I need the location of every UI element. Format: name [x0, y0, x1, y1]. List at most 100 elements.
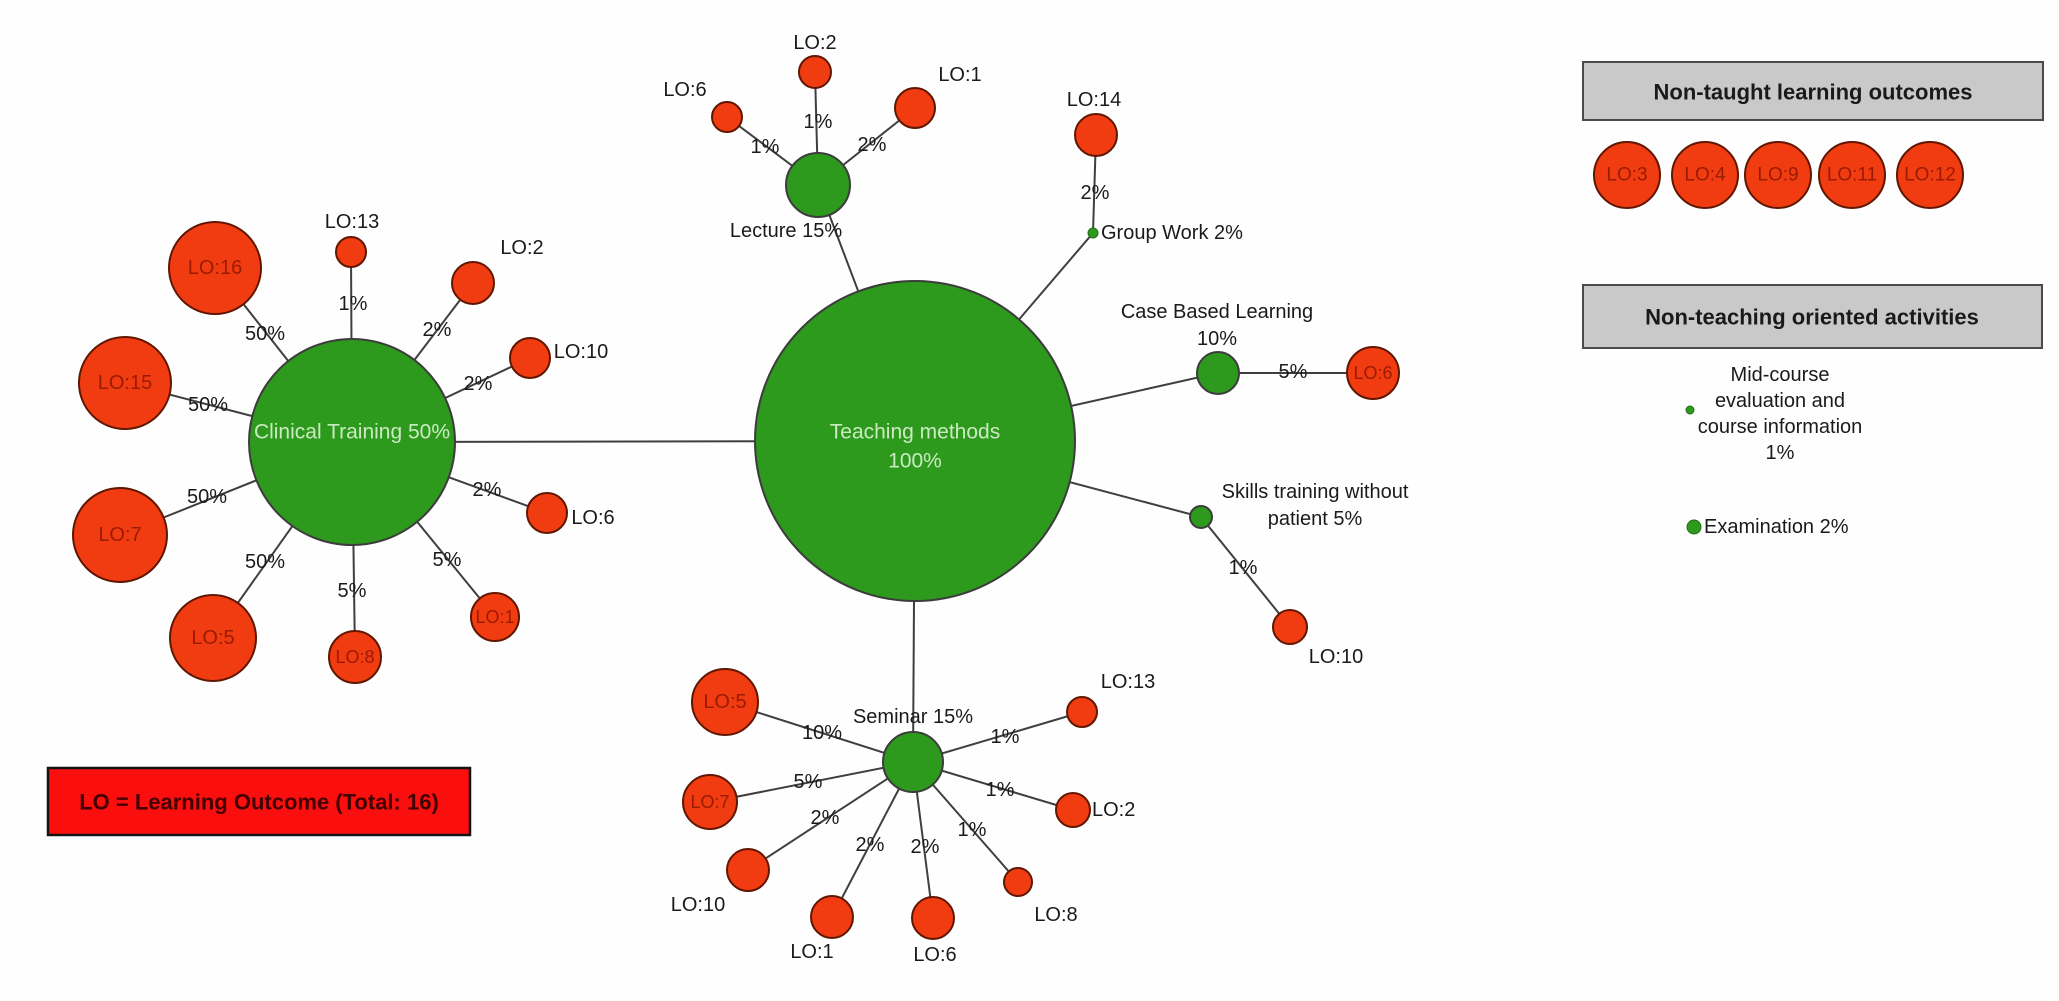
lecture-lo6-pct: 1%	[751, 136, 780, 158]
mid-course-bullet-dot	[1685, 405, 1695, 415]
clinical-lo2-pct: 2%	[423, 319, 452, 341]
clinical-lo13-label: LO:13	[325, 211, 379, 233]
lecture-label: Lecture 15%	[730, 220, 843, 242]
case-based-label-line2: 10%	[1197, 328, 1237, 350]
seminar-lo7-pct: 5%	[794, 771, 823, 793]
mid-course-line4: 1%	[1766, 442, 1795, 464]
node-groupwork-lo14	[1074, 113, 1118, 157]
node-seminar-lo2	[1055, 792, 1091, 828]
nodes	[72, 55, 1400, 940]
non-taught-header-box	[1582, 61, 2044, 121]
node-seminar-lo5	[691, 668, 759, 736]
node-skills-training	[1189, 505, 1213, 529]
seminar-lo13-label: LO:13	[1101, 671, 1155, 693]
node-clinical-lo13	[335, 236, 367, 268]
seminar-lo8-pct: 1%	[958, 819, 987, 841]
node-seminar-lo10	[726, 848, 770, 892]
clinical-lo5-label: LO:5	[191, 627, 234, 649]
seminar-lo7-label: LO:7	[690, 792, 729, 812]
non-taught-panel: Non-taught learning outcomes LO:3 LO:4 L…	[1582, 61, 2044, 209]
seminar-lo8-label: LO:8	[1034, 904, 1077, 926]
non-teaching-title: Non-teaching oriented activities	[1645, 305, 1979, 330]
casebased-lo6-pct: 5%	[1279, 361, 1308, 383]
seminar-label: Seminar 15%	[853, 706, 973, 728]
examination-bullet-dot	[1686, 519, 1702, 535]
node-lecture-lo1	[894, 87, 936, 129]
clinical-lo7-pct: 50%	[187, 486, 227, 508]
clinical-lo16-pct: 50%	[245, 323, 285, 345]
clinical-lo16-label: LO:16	[188, 257, 242, 279]
lecture-lo2-label: LO:2	[793, 32, 836, 54]
node-skills-lo10	[1272, 609, 1308, 645]
node-seminar-lo6	[911, 896, 955, 940]
node-seminar-lo8	[1003, 867, 1033, 897]
mid-course-line1: Mid-course	[1731, 364, 1830, 386]
teaching-label-line2: 100%	[888, 450, 942, 473]
node-clinical-lo10	[509, 337, 551, 379]
seminar-lo5-pct: 10%	[802, 722, 842, 744]
clinical-label: Clinical Training 50%	[254, 421, 450, 444]
seminar-lo6-label: LO:6	[913, 944, 956, 966]
seminar-lo13-pct: 1%	[991, 726, 1020, 748]
small-cluster-labels: LO:14 2% LO:6 5% LO:10 1%	[1067, 89, 1393, 668]
node-nontaught-lo9	[1744, 141, 1812, 209]
clinical-cluster-labels: LO:16 LO:15 LO:7 LO:5 LO:8 LO:1 LO:6 LO:…	[98, 211, 615, 667]
node-clinical-lo7	[72, 487, 168, 583]
nontaught-lo4-label: LO:4	[1684, 165, 1726, 186]
clinical-lo1-pct: 5%	[433, 549, 462, 571]
node-nontaught-lo4	[1671, 141, 1739, 209]
clinical-lo1-label: LO:1	[475, 607, 514, 627]
node-clinical-lo2	[451, 261, 495, 305]
legend-text: LO = Learning Outcome (Total: 16)	[79, 790, 439, 815]
skills-label-line2: patient 5%	[1268, 508, 1363, 530]
legend: LO = Learning Outcome (Total: 16)	[46, 766, 472, 837]
nontaught-lo11-label: LO:11	[1827, 165, 1877, 186]
non-teaching-header-box	[1582, 284, 2043, 349]
node-nontaught-lo3	[1593, 141, 1661, 209]
clinical-lo15-pct: 50%	[188, 394, 228, 416]
lecture-lo1-label: LO:1	[938, 64, 981, 86]
clinical-lo8-pct: 5%	[338, 580, 367, 602]
case-based-label-line1: Case Based Learning	[1121, 301, 1313, 323]
skills-lo10-label: LO:10	[1309, 646, 1363, 668]
mid-course-line3: course information	[1698, 416, 1863, 438]
non-taught-title: Non-taught learning outcomes	[1654, 80, 1973, 105]
clinical-lo6-pct: 2%	[473, 479, 502, 501]
node-clinical-lo5	[169, 594, 257, 682]
seminar-lo5-label: LO:5	[703, 691, 746, 713]
node-lecture-lo6	[711, 101, 743, 133]
examination-label: Examination 2%	[1704, 516, 1849, 538]
clinical-lo10-label: LO:10	[554, 341, 608, 363]
non-teaching-panel: Non-teaching oriented activities Mid-cou…	[1582, 284, 2043, 538]
edge-skills-lo10	[1200, 516, 1291, 628]
seminar-lo2-pct: 1%	[986, 779, 1015, 801]
skills-lo10-pct: 1%	[1229, 557, 1258, 579]
clinical-lo5-pct: 50%	[245, 551, 285, 573]
node-nontaught-lo11	[1818, 141, 1886, 209]
node-teaching-methods	[754, 280, 1076, 602]
seminar-lo10-pct: 2%	[811, 807, 840, 829]
node-lecture-lo2	[798, 55, 832, 89]
node-seminar-lo7	[682, 774, 738, 830]
node-clinical-lo15	[78, 336, 172, 430]
clinical-lo13-pct: 1%	[339, 293, 368, 315]
node-nontaught-lo12	[1896, 141, 1964, 209]
node-clinical-lo16	[168, 221, 262, 315]
node-clinical-lo8	[328, 630, 382, 684]
lecture-cluster-labels: LO:6 LO:2 LO:1 1% 1% 2%	[663, 32, 981, 158]
node-group-work	[1087, 227, 1099, 239]
seminar-lo6-pct: 2%	[911, 836, 940, 858]
teaching-label-line1: Teaching methods	[830, 421, 1000, 444]
clinical-lo15-label: LO:15	[98, 372, 152, 394]
node-seminar	[882, 731, 944, 793]
node-casebased-lo6	[1346, 346, 1400, 400]
node-seminar-lo1	[810, 895, 854, 939]
groupwork-lo14-label: LO:14	[1067, 89, 1121, 111]
seminar-lo1-label: LO:1	[790, 941, 833, 963]
node-seminar-lo13	[1066, 696, 1098, 728]
nontaught-lo3-label: LO:3	[1606, 165, 1647, 186]
group-work-label: Group Work 2%	[1101, 222, 1243, 244]
node-clinical-lo1	[470, 592, 520, 642]
nontaught-lo9-label: LO:9	[1757, 165, 1798, 186]
